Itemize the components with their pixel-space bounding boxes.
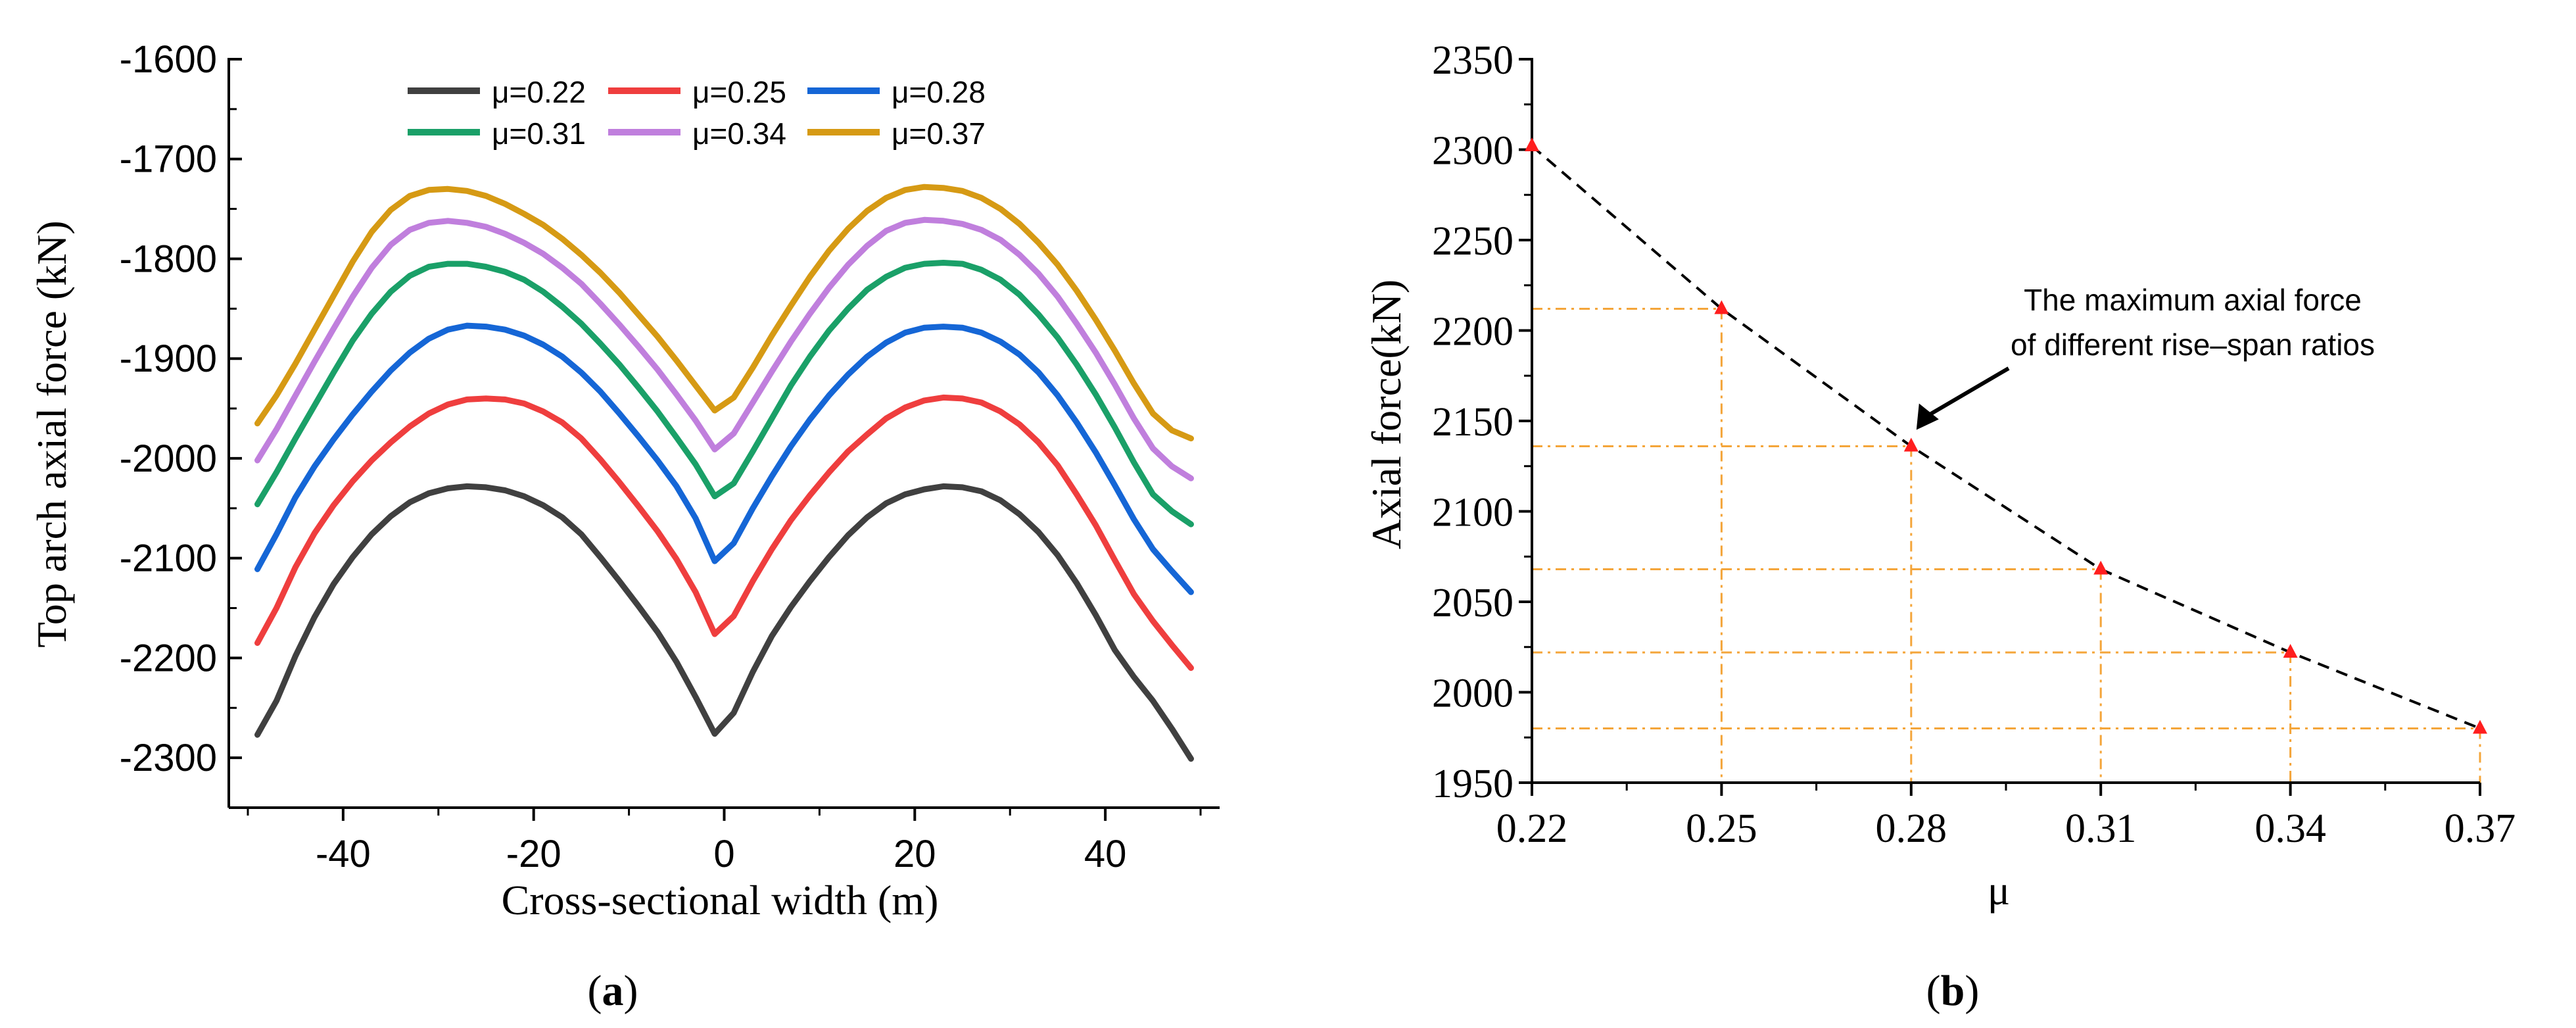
series-line-max-axial-force [1531, 145, 2481, 730]
x-tick-label: 0.31 [2065, 806, 2137, 851]
annotation-text-line: The maximum axial force [2024, 283, 2362, 317]
y-tick-label: -2300 [120, 737, 217, 779]
y-tick-label: -2100 [120, 537, 217, 580]
data-point-marker [2473, 720, 2487, 734]
y-tick-label: 2350 [1432, 38, 1514, 83]
y-tick-label: 2050 [1432, 581, 1514, 625]
panel-label-b: (b) [1926, 967, 1980, 1015]
y-tick-label: -1700 [120, 138, 217, 181]
panel-label-part: b [1941, 967, 1965, 1015]
series-line-mu-0.37 [254, 184, 1194, 442]
series-line-mu-0.22 [254, 483, 1194, 762]
data-point-marker [1525, 137, 1539, 151]
y-tick-label: 2250 [1432, 219, 1514, 264]
y-tick-label: 2200 [1432, 310, 1514, 355]
legend-label: μ=0.25 [692, 75, 786, 109]
x-tick-label: 0.25 [1686, 806, 1757, 851]
x-tick-label: 20 [894, 833, 936, 875]
panel-label-part: ( [588, 967, 602, 1015]
y-tick-label: -2000 [120, 437, 217, 480]
panel-label-part: a [602, 967, 624, 1015]
x-tick-label: 0.22 [1496, 806, 1568, 851]
y-tick-label: 1950 [1432, 762, 1514, 806]
panel-b-chart: 1950 2000 2050 2100 2150 2200 2250 2300 2350 0.22… [1363, 38, 2516, 1015]
panel-label-part: ( [1926, 967, 1941, 1015]
y-tick-label: 2300 [1432, 129, 1514, 174]
annotation-text-line: of different rise–span ratios [2011, 328, 2375, 362]
y-tick-label: -2200 [120, 637, 217, 679]
panel-label-part: ) [624, 967, 638, 1015]
y-axis-title: Top arch axial force (kN) [28, 220, 75, 647]
data-point-marker [2283, 644, 2298, 658]
x-tick-label: -40 [316, 833, 371, 875]
x-tick-label: 0.37 [2445, 806, 2516, 851]
legend-label: μ=0.22 [492, 75, 586, 109]
series-line-mu-0.25 [254, 394, 1194, 672]
x-tick-label: 40 [1084, 833, 1127, 875]
annotation-arrowhead [1916, 403, 1939, 430]
y-tick-label: 2150 [1432, 400, 1514, 445]
legend-label: μ=0.28 [892, 75, 986, 109]
data-point-marker [1714, 300, 1729, 314]
panel-label-part: ) [1965, 967, 1979, 1015]
y-tick-label: 2100 [1432, 491, 1514, 535]
x-axis-title: Cross-sectional width (m) [502, 877, 939, 923]
series-line-mu-0.28 [254, 322, 1194, 595]
x-tick-label: 0.34 [2254, 806, 2326, 851]
y-axis-title: Axial force(kN) [1363, 280, 1410, 549]
series-line-mu-0.34 [254, 216, 1194, 481]
legend-label: μ=0.37 [892, 116, 986, 151]
x-axis-title: μ [1988, 867, 2010, 914]
y-tick-label: -1900 [120, 337, 217, 380]
legend-label: μ=0.31 [492, 116, 586, 151]
data-point-marker [2093, 560, 2109, 575]
x-tick-label: 0 [713, 833, 734, 875]
x-tick-label: 0.28 [1876, 806, 1947, 851]
y-tick-label: -1800 [120, 237, 217, 280]
data-point-marker [1903, 437, 1919, 452]
series-line-mu-0.31 [254, 260, 1194, 527]
legend-label: μ=0.34 [692, 116, 786, 151]
y-tick-label: 2000 [1432, 672, 1514, 716]
annotation-arrow-shaft [1927, 366, 2010, 418]
panel-label-a: (a) [588, 967, 638, 1015]
panel-a-chart: -1600 -1700 -1800 -1900 -2000 -2100 -2200 -2300… [28, 38, 1220, 1015]
x-tick-label: -20 [506, 833, 561, 875]
y-tick-label: -1600 [120, 38, 217, 81]
